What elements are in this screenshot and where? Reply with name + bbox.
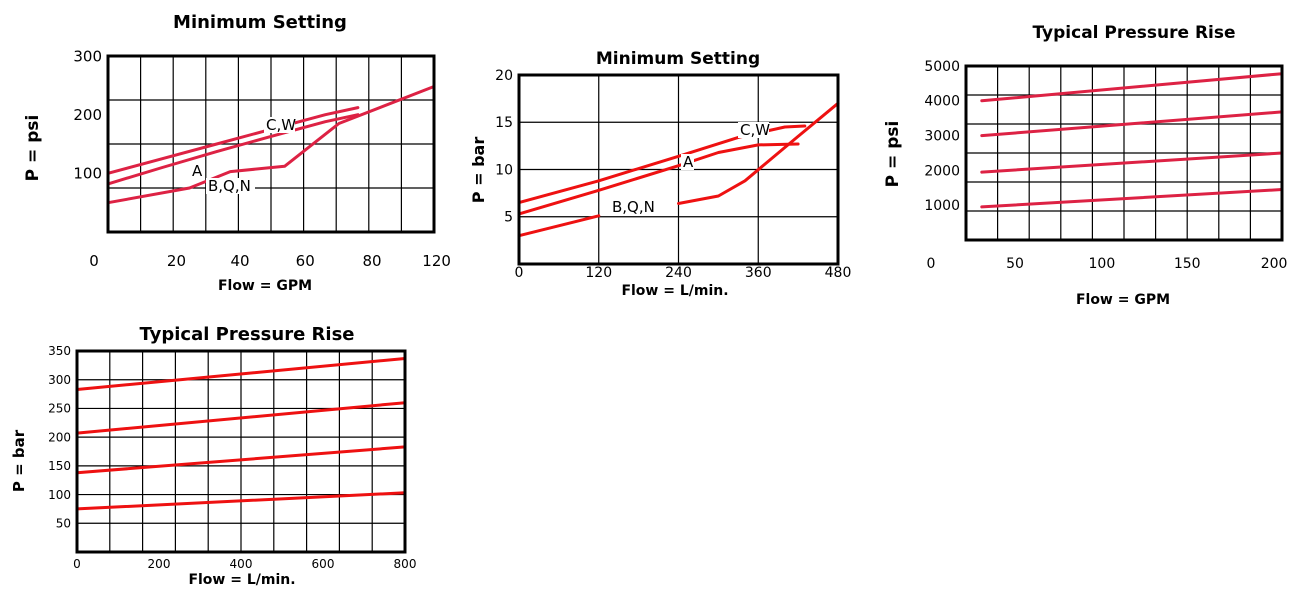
y-axis-label: P = psi [883,121,903,188]
y-tick-label: 5 [504,210,513,226]
y-tick-label: 100 [73,165,102,183]
y-tick-label: 0 [89,252,99,270]
annotation-background [190,163,203,179]
y-tick-label: 5000 [924,59,960,75]
x-tick-label: 80 [363,252,382,270]
series-line-3 [980,151,1284,174]
curve-annotation: B,Q,N [208,177,251,195]
x-axis-label: Flow = GPM [1076,292,1170,308]
x-axis-label: Flow = GPM [218,278,312,294]
annotation-background [681,154,694,170]
x-tick-label: 60 [296,252,315,270]
annotation-background [206,178,255,194]
curve-annotation: C,W [740,121,770,139]
x-tick-label: 360 [745,265,772,281]
series-line-1 [75,357,407,391]
x-tick-label: 150 [1174,256,1201,272]
x-tick-label: 600 [312,557,335,571]
x-tick-label: 120 [585,265,612,281]
plot-frame [75,349,407,554]
y-tick-label: 200 [48,430,71,444]
chart-minimum-setting-bar: Minimum Setting C,W A B,Q,N 5 10 15 20 0 120 240 36… [462,45,862,305]
x-tick-label: 480 [825,265,852,281]
x-tick-label: 0 [73,557,81,571]
series-line-4 [980,188,1284,209]
chart-title: Minimum Setting [173,12,347,33]
series-line-1 [517,124,807,205]
y-tick-label: 2000 [924,163,960,179]
y-tick-label: 200 [73,106,102,124]
x-tick-label: 200 [1261,256,1288,272]
annotation-background [264,117,295,133]
x-tick-label: 120 [422,252,451,270]
x-tick-label: 100 [1089,256,1116,272]
y-tick-label: 150 [48,459,71,473]
y-tick-label: 15 [495,115,513,131]
curve-annotation: A [192,162,203,180]
y-tick-label: 250 [48,402,71,416]
chart-pressure-rise-psi: Typical Pressure Rise 1000 2000 3000 4000 500… [872,18,1304,308]
y-tick-label: 1000 [924,198,960,214]
curve-annotation: C,W [266,116,296,134]
x-tick-label: 800 [394,557,417,571]
series-line-3 [106,85,436,205]
x-tick-label: 20 [167,252,186,270]
chart-title: Typical Pressure Rise [139,324,354,345]
series-line-2 [980,110,1284,138]
y-tick-label: 50 [56,516,71,530]
chart-pressure-rise-bar: Typical Pressure Rise 50 100 150 200 250 300 35… [4,318,424,588]
series-line-3 [517,214,601,238]
x-tick-label: 240 [665,265,692,281]
chart-minimum-setting-psi: Minimum Setting C,W A B,Q,N 100 200 300 0 20 40 60… [10,8,451,298]
x-axis-label: Flow = L/min. [621,283,728,299]
x-tick-label: 400 [230,557,253,571]
series-line-1 [980,72,1284,103]
curve-annotation: A [683,153,694,171]
y-tick-label: 350 [48,344,71,358]
y-tick-label: 100 [48,488,71,502]
y-tick-label: 4000 [924,94,960,110]
plot-frame [106,54,436,234]
y-tick-label: 3000 [924,129,960,145]
y-tick-label: 300 [48,373,71,387]
curve-annotation: B,Q,N [612,198,655,216]
chart-title: Minimum Setting [596,49,760,69]
series-line-4 [75,491,407,511]
x-tick-label: 200 [148,557,171,571]
plot-frame [964,64,1284,242]
y-tick-label: 10 [495,162,513,178]
chart-title: Typical Pressure Rise [1032,23,1235,43]
series-line-3 [75,445,407,475]
plot-frame [517,73,840,266]
series-line-1 [106,106,360,175]
series-line-2 [517,142,800,216]
series-line-2 [75,401,407,435]
y-tick-label: 20 [495,68,513,84]
series-line-4 [677,101,840,205]
x-tick-label: 50 [1006,256,1024,272]
y-tick-label: 300 [73,47,102,65]
y-axis-label: P = bar [10,429,28,492]
x-tick-label: 40 [230,252,249,270]
y-axis-label: P = bar [469,137,488,204]
annotation-background [738,122,769,138]
x-tick-label: 0 [515,265,524,281]
annotation-background [610,199,659,215]
y-axis-label: P = psi [23,115,43,182]
series-line-2 [106,113,360,186]
x-axis-label: Flow = L/min. [188,572,295,588]
y-tick-label: 0 [927,256,936,272]
